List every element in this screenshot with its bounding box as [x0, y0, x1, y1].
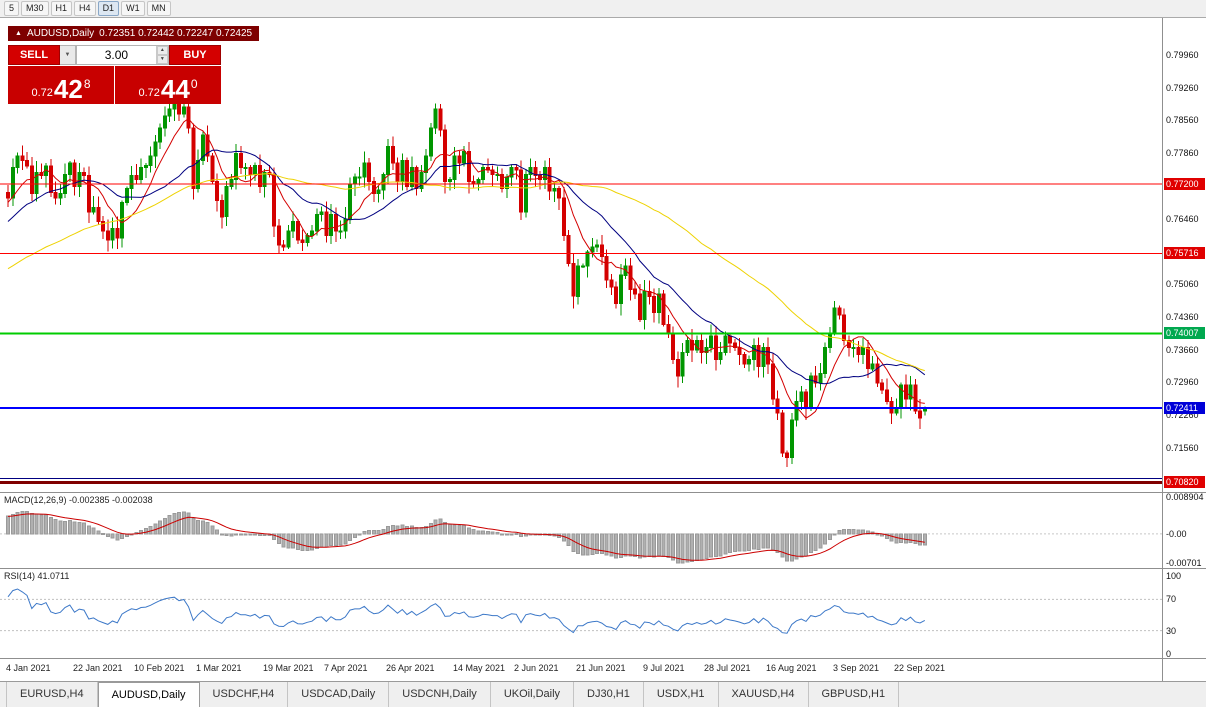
buy-button[interactable]: BUY	[169, 45, 221, 65]
date-axis-label: 16 Aug 2021	[766, 663, 817, 673]
volume-field-wrap: ▲ ▼	[76, 45, 169, 65]
date-axis-label: 4 Jan 2021	[6, 663, 51, 673]
price-scale-label: 0.78560	[1166, 115, 1199, 125]
volume-decrease-button[interactable]: ▼	[156, 55, 168, 64]
tab-xauusd-h4[interactable]: XAUUSD,H4	[719, 682, 809, 707]
tab-dj30-h1[interactable]: DJ30,H1	[574, 682, 644, 707]
sell-price-sup: 8	[83, 77, 91, 91]
date-axis-label: 22 Jan 2021	[73, 663, 123, 673]
timeframe-button-h4[interactable]: H4	[74, 1, 96, 16]
macd-indicator-pane[interactable]	[0, 492, 1162, 568]
buy-price-sup: 0	[190, 77, 198, 91]
order-dropdown-button[interactable]: ▼	[60, 45, 76, 65]
price-scale-label: 0.79960	[1166, 50, 1199, 60]
price-scale-label: 0.76460	[1166, 214, 1199, 224]
chart-icon: ▲	[15, 30, 22, 37]
one-click-trading-widget: SELL ▼ ▲ ▼ BUY 0.72 42 8	[8, 45, 221, 104]
fast-ma	[7, 117, 925, 419]
price-tag: 0.74007	[1164, 327, 1205, 339]
macd-histogram	[6, 511, 927, 564]
price-tag: 0.77200	[1164, 178, 1205, 190]
macd-signal-line	[7, 513, 925, 561]
price-scale-label: 0.74360	[1166, 312, 1199, 322]
price-tag: 0.72411	[1164, 402, 1205, 414]
date-axis-label: 7 Apr 2021	[324, 663, 368, 673]
timeframe-button-m30[interactable]: M30	[21, 1, 49, 16]
date-axis-label: 3 Sep 2021	[833, 663, 880, 673]
timeframe-button-5[interactable]: 5	[4, 1, 20, 16]
rsi-label: RSI(14) 41.0711	[4, 571, 70, 581]
timeframe-button-d1[interactable]: D1	[97, 1, 120, 16]
chevron-down-icon: ▼	[64, 52, 71, 58]
timeframe-button-h1[interactable]: H1	[50, 1, 73, 16]
price-scale-label: 0.73660	[1166, 345, 1199, 355]
rsi-indicator-pane[interactable]	[0, 568, 1162, 658]
date-axis-label: 1 Mar 2021	[196, 663, 242, 673]
tab-audusd-daily[interactable]: AUDUSD,Daily	[97, 682, 200, 707]
pane-divider[interactable]	[0, 658, 1206, 659]
sell-price-small: 0.72	[31, 87, 53, 99]
mid-ma	[7, 149, 926, 385]
tab-usdcnh-daily[interactable]: USDCNH,Daily	[389, 682, 491, 707]
volume-input[interactable]	[77, 46, 156, 64]
date-axis-label: 2 Jun 2021	[514, 663, 559, 673]
macd-scale-label: 0.008904	[1166, 492, 1204, 502]
date-axis-label: 14 May 2021	[453, 663, 506, 673]
rsi-line	[7, 588, 926, 634]
date-axis-label: 21 Jun 2021	[576, 663, 626, 673]
tab-gbpusd-h1[interactable]: GBPUSD,H1	[809, 682, 900, 707]
rsi-scale-label: 100	[1166, 571, 1182, 581]
tab-eurusd-h4[interactable]: EURUSD,H4	[6, 682, 98, 707]
ohlc-values: 0.72351 0.72442 0.72247 0.72425	[99, 28, 253, 39]
volume-increase-button[interactable]: ▲	[156, 46, 168, 55]
timeframe-button-w1[interactable]: W1	[121, 1, 145, 16]
tab-usdchf-h4[interactable]: USDCHF,H4	[200, 682, 289, 707]
price-scale-label: 0.71560	[1166, 443, 1199, 453]
price-tag: 0.75716	[1164, 247, 1205, 259]
price-scale-label: 0.72260	[1166, 410, 1199, 420]
date-axis[interactable]: 4 Jan 2021 22 Jan 2021 10 Feb 2021 1 Mar 20…	[0, 658, 1162, 682]
chart-area[interactable]: 4 Jan 2021 22 Jan 2021 10 Feb 2021 1 Mar 20…	[0, 17, 1206, 682]
rsi-scale-label: 30	[1166, 626, 1177, 636]
price-axis[interactable]: 0.799600.792600.785600.778600.771600.764…	[1162, 18, 1206, 682]
price-scale-label: 0.79260	[1166, 83, 1199, 93]
rsi-scale-label: 70	[1166, 594, 1177, 604]
tab-usdx-h1[interactable]: USDX,H1	[644, 682, 719, 707]
rsi-scale-label: 0	[1166, 649, 1172, 659]
macd-scale-label: -0.00701	[1166, 558, 1202, 568]
macd-scale-label: -0.00	[1166, 529, 1187, 539]
buy-price-big: 44	[160, 74, 190, 104]
timeframe-toolbar: 5 M30 H1 H4 D1 W1 MN	[0, 0, 1206, 17]
date-axis-label: 22 Sep 2021	[894, 663, 946, 673]
tab-ukoil-daily[interactable]: UKOil,Daily	[491, 682, 575, 707]
chart-tab-bar: EURUSD,H4 AUDUSD,Daily USDCHF,H4 USDCAD,Dai…	[0, 681, 1206, 707]
date-axis-label: 9 Jul 2021	[643, 663, 685, 673]
price-scale-label: 0.75060	[1166, 279, 1199, 289]
buy-price-small: 0.72	[138, 87, 160, 99]
candles-down	[6, 99, 922, 468]
date-axis-label: 10 Feb 2021	[134, 663, 185, 673]
date-axis-label: 26 Apr 2021	[386, 663, 435, 673]
slow-ma	[7, 172, 925, 372]
ohlc-readout: ▲ AUDUSD,Daily 0.72351 0.72442 0.72247 0…	[8, 26, 260, 41]
chart-plot[interactable]: 4 Jan 2021 22 Jan 2021 10 Feb 2021 1 Mar 20…	[0, 18, 1162, 682]
sell-price-big: 42	[53, 74, 83, 104]
sell-button[interactable]: SELL	[8, 45, 60, 65]
macd-label: MACD(12,26,9) -0.002385 -0.002038	[4, 495, 153, 505]
pane-divider[interactable]	[0, 492, 1206, 493]
volume-spinner: ▲ ▼	[155, 46, 168, 64]
date-axis-label: 19 Mar 2021	[263, 663, 314, 673]
price-scale-label: 0.77860	[1166, 148, 1199, 158]
sell-price-display[interactable]: 0.72 42 8	[8, 66, 114, 104]
pane-divider[interactable]	[0, 568, 1206, 569]
price-tag: 0.70820	[1164, 476, 1205, 488]
chart-symbol-label: AUDUSD,Daily	[26, 28, 95, 39]
timeframe-button-mn[interactable]: MN	[146, 1, 171, 16]
main-price-chart[interactable]	[0, 18, 1162, 492]
price-scale-label: 0.72960	[1166, 377, 1199, 387]
date-axis-label: 28 Jul 2021	[704, 663, 751, 673]
tab-usdcad-daily[interactable]: USDCAD,Daily	[288, 682, 390, 707]
buy-price-display[interactable]: 0.72 44 0	[115, 66, 221, 104]
